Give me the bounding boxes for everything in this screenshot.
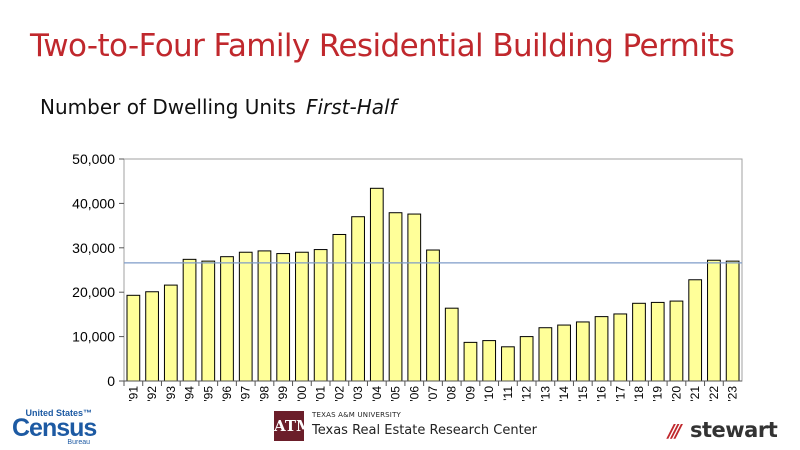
- bar: [163, 284, 178, 382]
- bar: [369, 187, 384, 382]
- x-tick-label: '21: [688, 386, 702, 402]
- x-tick-label: '16: [595, 386, 609, 402]
- bar: [313, 249, 328, 382]
- bar: [538, 327, 553, 382]
- bar: [388, 212, 403, 382]
- x-tick-label: '97: [239, 386, 253, 402]
- stewart-logo: /// stewart: [668, 418, 792, 444]
- x-tick-label: '05: [389, 386, 403, 402]
- x-tick-label: '17: [613, 386, 627, 402]
- subtitle-main: Number of Dwelling Units: [40, 95, 296, 119]
- bar: [650, 301, 665, 382]
- x-tick-label: '03: [351, 386, 365, 402]
- x-tick-label: '09: [463, 386, 477, 402]
- x-tick-label: '00: [295, 386, 309, 402]
- census-logo-top: United States™: [25, 408, 92, 418]
- bar: [444, 307, 459, 382]
- slide-title: Two-to-Four Family Residential Building …: [30, 28, 735, 64]
- bar: [725, 260, 740, 382]
- x-tick-label: '18: [632, 386, 646, 402]
- y-tick-label: 20,000: [72, 284, 115, 300]
- bar: [332, 233, 347, 382]
- bar: [594, 316, 609, 382]
- x-tick-label: '13: [538, 386, 552, 402]
- bar: [257, 250, 272, 382]
- stewart-wordmark: stewart: [690, 418, 778, 442]
- census-bureau-logo: United States™ Census Bureau: [12, 408, 97, 448]
- x-tick-label: '93: [164, 386, 178, 402]
- bar: [557, 324, 571, 382]
- bar: [688, 279, 703, 382]
- bar: [669, 300, 684, 382]
- x-tick-label: '94: [183, 386, 197, 402]
- x-tick-label: '96: [220, 386, 234, 402]
- bar: [482, 340, 497, 382]
- x-tick-label: '98: [257, 386, 271, 402]
- bar: [407, 213, 422, 382]
- x-tick-label: '01: [314, 386, 328, 402]
- subtitle-emphasis: First-Half: [305, 95, 397, 119]
- bar: [201, 260, 216, 382]
- x-tick-label: '15: [576, 386, 590, 402]
- census-logo-bottom: Bureau: [67, 439, 90, 446]
- bar: [613, 313, 628, 382]
- bar: [295, 251, 309, 382]
- stewart-mark-icon: ///: [668, 421, 682, 442]
- x-tick-label: '07: [426, 386, 440, 402]
- bar: [519, 336, 534, 382]
- bar: [575, 321, 590, 382]
- x-tick-label: '99: [276, 386, 290, 402]
- tamu-logo: ATM TEXAS A&M UNIVERSITY Texas Real Esta…: [274, 409, 538, 445]
- bar: [501, 346, 515, 382]
- bar: [632, 302, 646, 382]
- bar: [182, 258, 197, 382]
- census-logo-word: Census: [12, 414, 97, 442]
- x-tick-label: '10: [482, 386, 496, 402]
- chart-subtitle: Number of Dwelling Units First-Half: [40, 95, 397, 119]
- x-tick-label: '08: [445, 386, 459, 402]
- bar: [426, 249, 440, 382]
- bar: [351, 216, 365, 382]
- bar: [707, 259, 721, 382]
- tamu-center-name: Texas Real Estate Research Center: [312, 423, 538, 438]
- x-tick-label: '14: [557, 386, 571, 402]
- x-tick-label: '19: [651, 386, 665, 402]
- bar: [145, 291, 159, 382]
- x-tick-label: '23: [726, 386, 740, 402]
- y-tick-label: 0: [107, 373, 115, 389]
- y-tick-label: 30,000: [72, 240, 115, 256]
- bar: [238, 251, 253, 382]
- tamu-mark-icon: ATM: [274, 411, 313, 441]
- bar-chart: 0 10,000 20,000 30,000 40,000 50,000 '91 '92 '93…: [72, 151, 743, 402]
- x-tick-label: '04: [370, 386, 384, 402]
- x-tick-label: '06: [407, 386, 421, 402]
- y-tick-label: 50,000: [72, 151, 115, 167]
- x-tick-label: '02: [332, 386, 346, 402]
- y-tick-label: 40,000: [72, 195, 115, 211]
- bar: [463, 341, 478, 382]
- x-tick-label: '20: [669, 386, 683, 402]
- tamu-university-text: TEXAS A&M UNIVERSITY: [312, 411, 402, 419]
- y-tick-label: 10,000: [72, 329, 115, 345]
- bar: [220, 256, 234, 382]
- x-tick-label: '91: [126, 386, 140, 402]
- bar: [276, 253, 291, 382]
- x-tick-label: '12: [520, 386, 534, 402]
- x-tick-label: '11: [501, 386, 515, 401]
- x-tick-label: '22: [707, 386, 721, 402]
- x-tick-label: '92: [145, 386, 159, 402]
- x-tick-label: '95: [201, 386, 215, 402]
- bar: [126, 294, 141, 382]
